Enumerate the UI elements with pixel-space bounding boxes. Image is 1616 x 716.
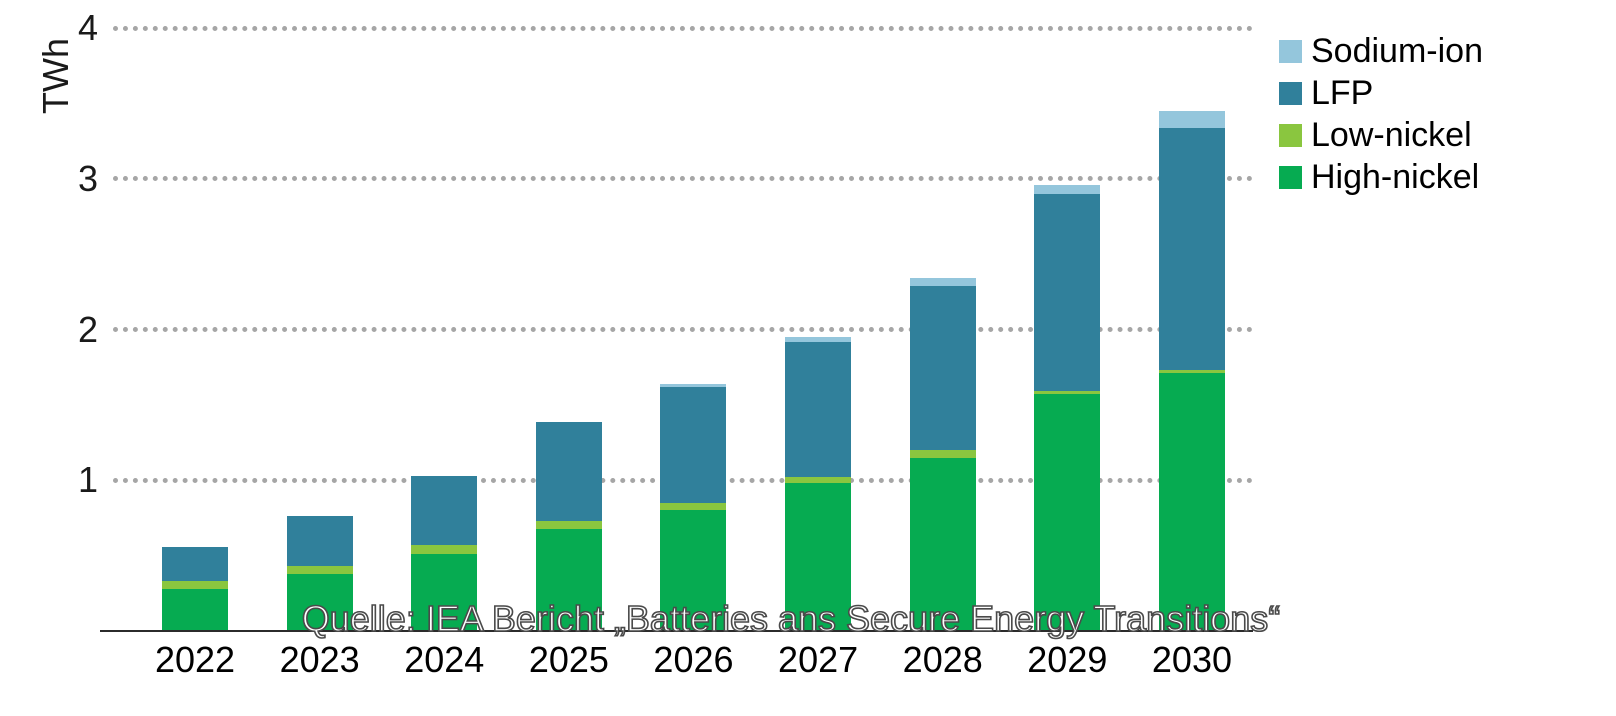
bar-segment-2027-sodium-ion bbox=[785, 337, 852, 342]
bar-2030 bbox=[1158, 111, 1225, 631]
x-axis-label-2025: 2025 bbox=[528, 639, 609, 680]
legend-swatch-low-nickel bbox=[1279, 123, 1302, 147]
bar-2025 bbox=[535, 421, 602, 631]
legend-label-high-nickel: High-nickel bbox=[1311, 158, 1480, 196]
y-axis-unit-label: TWh bbox=[35, 38, 76, 114]
bar-segment-2026-high-nickel bbox=[660, 510, 727, 631]
x-axis-label-2023: 2023 bbox=[279, 639, 360, 680]
bar-segment-2026-low-nickel bbox=[660, 502, 727, 511]
bar-segment-2022-high-nickel bbox=[162, 588, 228, 631]
bar-segment-2030-high-nickel bbox=[1158, 373, 1225, 631]
bar-segment-2030-lfp bbox=[1158, 127, 1225, 371]
y-tick-label-1: 1 bbox=[77, 459, 98, 501]
bar-segment-2030-low-nickel bbox=[1158, 370, 1225, 374]
y-tick-label-3: 3 bbox=[77, 157, 98, 199]
bar-segment-2029-high-nickel bbox=[1034, 394, 1101, 631]
bar-segment-2028-sodium-ion bbox=[909, 278, 976, 286]
bar-2029 bbox=[1034, 184, 1101, 631]
bar-segment-2026-sodium-ion bbox=[660, 383, 727, 387]
bar-segment-2027-high-nickel bbox=[785, 483, 852, 631]
bar-segment-2023-high-nickel bbox=[286, 573, 353, 631]
y-tick-label-4: 4 bbox=[77, 7, 98, 49]
legend: Sodium-ion LFP Low-nickel High-nickel bbox=[1279, 30, 1483, 198]
bar-segment-2025-low-nickel bbox=[535, 520, 602, 529]
gridline-4 bbox=[113, 25, 1253, 31]
x-axis-label-2026: 2026 bbox=[653, 639, 734, 680]
bar-segment-2029-lfp bbox=[1034, 193, 1101, 392]
legend-label-sodium-ion: Sodium-ion bbox=[1311, 32, 1483, 70]
bar-segment-2023-low-nickel bbox=[286, 566, 353, 574]
x-axis-label-2029: 2029 bbox=[1027, 639, 1108, 680]
bar-segment-2024-lfp bbox=[411, 475, 478, 546]
x-axis-label-2028: 2028 bbox=[902, 639, 983, 680]
gridline-2 bbox=[113, 327, 1253, 333]
bar-segment-2024-high-nickel bbox=[411, 554, 478, 631]
legend-item-lfp: LFP bbox=[1279, 72, 1483, 114]
gridline-3 bbox=[113, 176, 1253, 182]
legend-label-low-nickel: Low-nickel bbox=[1311, 116, 1472, 154]
bar-segment-2022-low-nickel bbox=[162, 581, 228, 589]
bar-segment-2027-low-nickel bbox=[785, 477, 852, 484]
bar-segment-2030-sodium-ion bbox=[1158, 111, 1225, 128]
y-tick-label-2: 2 bbox=[77, 308, 98, 350]
bar-2027 bbox=[785, 337, 852, 631]
x-axis-label-2030: 2030 bbox=[1151, 639, 1232, 680]
bar-segment-2024-low-nickel bbox=[411, 545, 478, 555]
bar-segment-2023-lfp bbox=[286, 516, 353, 567]
bar-segment-2026-lfp bbox=[660, 386, 727, 503]
bar-segment-2028-low-nickel bbox=[909, 450, 976, 458]
bar-2023 bbox=[286, 516, 353, 631]
x-axis-label-2024: 2024 bbox=[404, 639, 485, 680]
bar-segment-2028-high-nickel bbox=[909, 457, 976, 631]
bar-2026 bbox=[660, 383, 727, 631]
legend-item-high-nickel: High-nickel bbox=[1279, 156, 1483, 198]
bar-segment-2025-lfp bbox=[535, 421, 602, 521]
legend-swatch-sodium-ion bbox=[1279, 39, 1302, 63]
bar-segment-2022-lfp bbox=[162, 546, 228, 582]
legend-swatch-high-nickel bbox=[1279, 165, 1302, 189]
x-axis-label-2027: 2027 bbox=[778, 639, 859, 680]
legend-item-low-nickel: Low-nickel bbox=[1279, 114, 1483, 156]
legend-swatch-lfp bbox=[1279, 81, 1302, 105]
bar-2028 bbox=[909, 278, 976, 631]
bar-segment-2027-lfp bbox=[785, 341, 852, 478]
bar-segment-2029-low-nickel bbox=[1034, 391, 1101, 395]
source-caption: Quelle: IEA Bericht „Batteries ans Secur… bbox=[301, 598, 1281, 639]
x-axis-line bbox=[100, 630, 1253, 632]
bar-2024 bbox=[411, 475, 478, 631]
bar-segment-2028-lfp bbox=[909, 285, 976, 451]
bar-2022 bbox=[162, 546, 228, 631]
bar-segment-2029-sodium-ion bbox=[1034, 184, 1101, 194]
x-axis-label-2022: 2022 bbox=[154, 639, 236, 680]
legend-item-sodium-ion: Sodium-ion bbox=[1279, 30, 1483, 72]
bar-segment-2025-high-nickel bbox=[535, 528, 602, 631]
legend-label-lfp: LFP bbox=[1311, 74, 1374, 112]
